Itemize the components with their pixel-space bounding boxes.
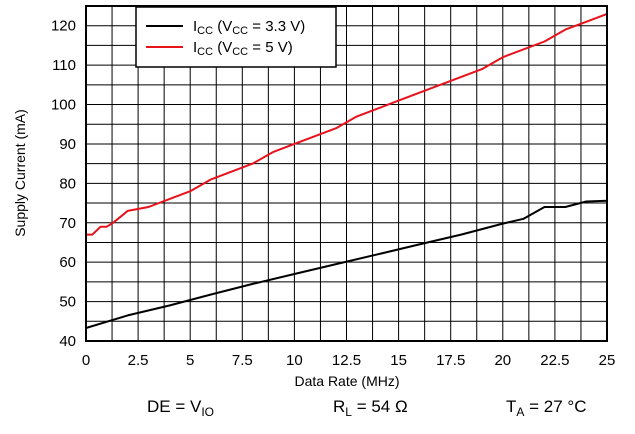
- y-tick-label: 70: [59, 215, 76, 232]
- legend: ICC (VCC = 3.3 V) ICC (VCC = 5 V): [135, 6, 337, 68]
- x-axis-label: Data Rate (MHz): [294, 373, 399, 389]
- legend-label-1-main: I: [193, 39, 197, 56]
- x-tick-label: 15: [390, 352, 407, 369]
- condition-ta-sub: A: [516, 405, 525, 419]
- series-line-icc-3v3: [85, 199, 608, 329]
- x-tick-label: 2.5: [128, 352, 149, 369]
- y-tick-labels: 40 50 60 70 80 90 100 110 120: [51, 18, 76, 350]
- plot-frame: [85, 5, 608, 342]
- x-tick-label: 20: [494, 352, 511, 369]
- x-tick-labels: 0 2.5 5 7.5 10 12.5 15 17.5 20 22.5 25: [82, 352, 616, 369]
- condition-ta-rest: = 27 °C: [524, 397, 587, 416]
- legend-label-1-close: = 5 V): [248, 39, 293, 56]
- condition-ta-main: T: [506, 397, 517, 416]
- x-tick-label: 25: [599, 352, 616, 369]
- legend-box: [135, 6, 337, 68]
- y-tick-label: 80: [59, 175, 76, 192]
- x-tick-label: 7.5: [232, 352, 253, 369]
- y-tick-label: 40: [59, 333, 76, 350]
- legend-label-0-sub2: CC: [232, 25, 248, 37]
- y-tick-label: 110: [52, 57, 76, 74]
- condition-rl-sub: L: [345, 405, 352, 419]
- y-tick-label: 60: [59, 254, 76, 271]
- condition-rl-rest: = 54 Ω: [351, 397, 408, 416]
- y-tick-label: 50: [59, 294, 76, 311]
- condition-ta: TA = 27 °C: [506, 397, 587, 419]
- x-tick-label: 10: [286, 352, 303, 369]
- condition-de-main: DE = V: [147, 397, 202, 416]
- legend-label-0-sub: CC: [197, 25, 213, 37]
- x-tick-label: 17.5: [436, 352, 465, 369]
- y-tick-label: 90: [59, 136, 76, 153]
- x-tick-label: 5: [186, 352, 194, 369]
- legend-label-1-sub2: CC: [232, 46, 248, 58]
- series-line-icc-5v: [86, 12, 608, 236]
- legend-label-0-close: = 3.3 V): [248, 18, 305, 35]
- legend-label-1-sub: CC: [197, 46, 213, 58]
- y-axis-label: Supply Current (mA): [12, 109, 28, 237]
- series-lines: [85, 12, 608, 329]
- condition-de: DE = VIO: [147, 397, 215, 419]
- condition-rl: RL = 54 Ω: [333, 397, 408, 419]
- condition-de-sub: IO: [201, 405, 215, 419]
- legend-label-1-open: (V: [213, 39, 232, 56]
- x-tick-label: 0: [82, 352, 90, 369]
- y-tick-label: 120: [51, 18, 76, 35]
- legend-label-0-main: I: [193, 18, 197, 35]
- x-tick-label: 12.5: [332, 352, 361, 369]
- y-tick-label: 100: [51, 97, 76, 114]
- x-tick-label: 22.5: [540, 352, 569, 369]
- legend-label-icc-3v3: ICC (VCC = 3.3 V): [193, 18, 305, 37]
- legend-label-icc-5v: ICC (VCC = 5 V): [193, 39, 293, 58]
- legend-label-0-open: (V: [213, 18, 232, 35]
- condition-rl-main: R: [333, 397, 346, 416]
